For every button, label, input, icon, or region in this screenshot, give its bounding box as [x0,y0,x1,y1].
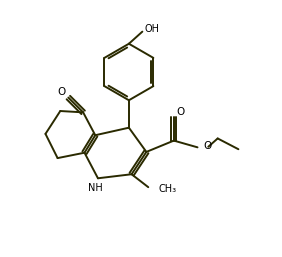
Text: O: O [58,87,66,97]
Text: OH: OH [144,24,159,34]
Text: CH₃: CH₃ [158,184,177,194]
Text: NH: NH [89,183,103,193]
Text: O: O [203,141,212,151]
Text: O: O [177,107,185,117]
